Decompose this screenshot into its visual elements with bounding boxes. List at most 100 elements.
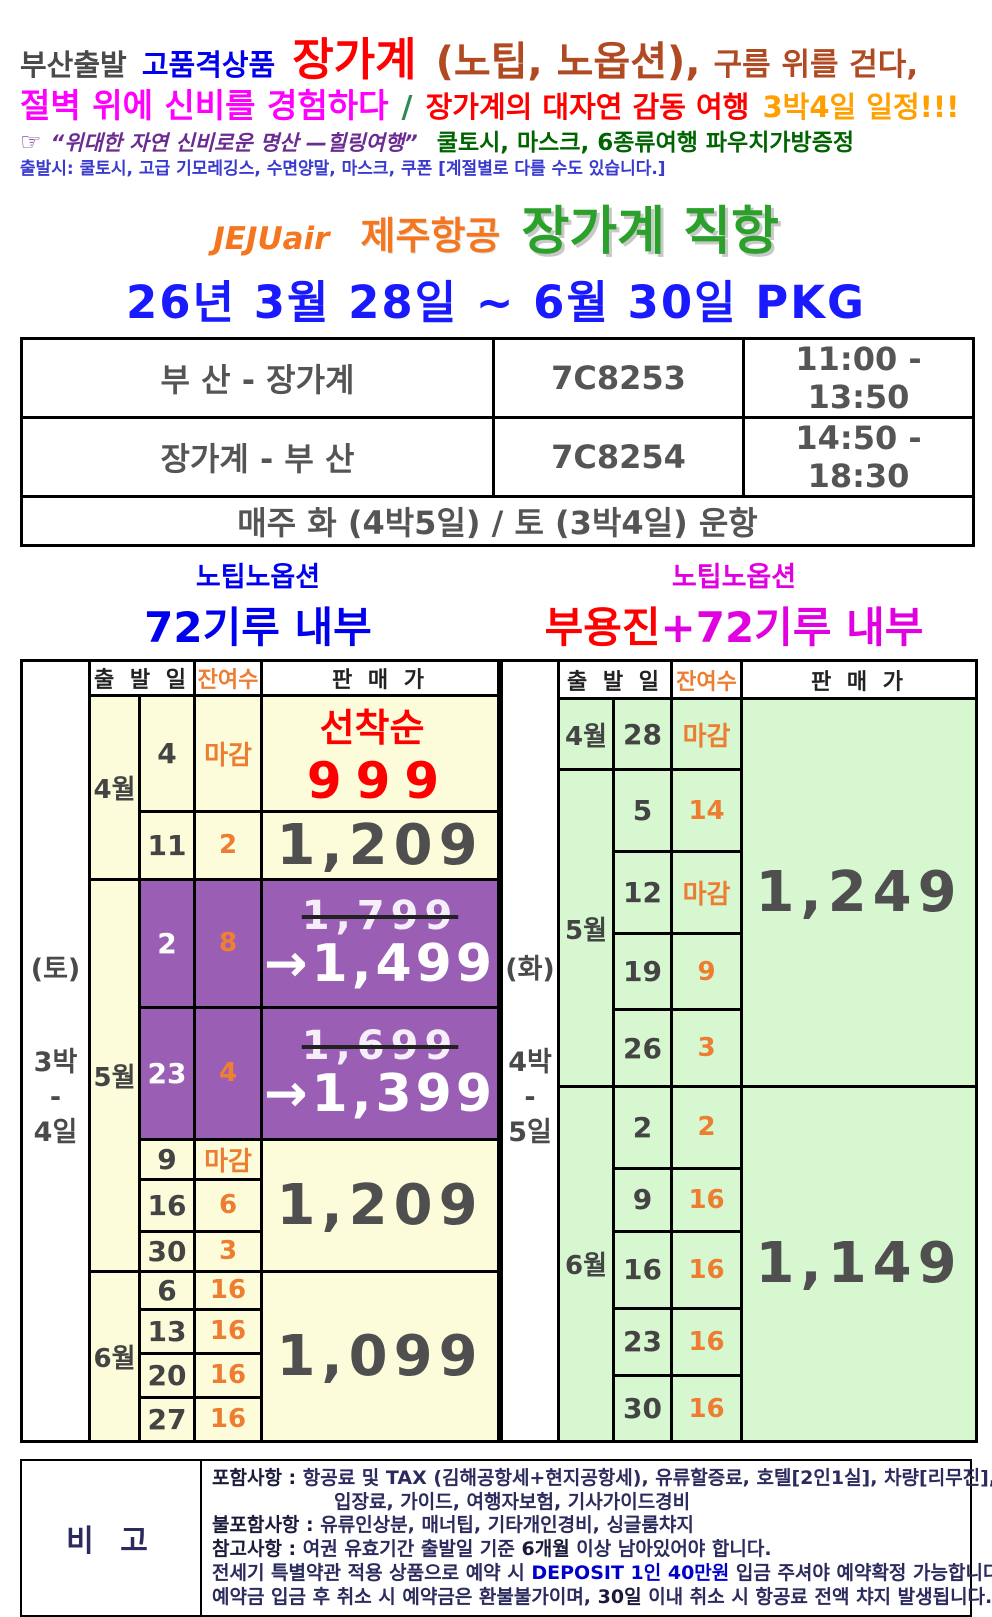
month-cell-june: 6월 bbox=[88, 1269, 141, 1443]
remaining-cell: 9 bbox=[670, 931, 744, 1012]
month-cell-april: 4월 bbox=[88, 693, 141, 881]
section-headers: 노팁노옵션 72기루 내부 노팁노옵션 부용진+72기루 내부 bbox=[20, 555, 972, 655]
note-refund-a: 예약금 입금 후 취소 시 예약금은 환불불가이며, bbox=[212, 1585, 598, 1608]
note-deposit-a: 전세기 특별약관 적용 상품으로 예약 시 bbox=[212, 1561, 532, 1584]
remaining-cell: 2 bbox=[670, 1084, 744, 1170]
banner-slogan-cloud: 구름 위를 걷다, bbox=[713, 47, 919, 83]
note-included-cont-text: 입장료, 가이드, 여행자보험, 기사가이드경비 bbox=[334, 1490, 691, 1513]
day-cell: 19 bbox=[612, 931, 674, 1012]
flight-route-outbound: 부 산 - 장가계 bbox=[20, 336, 495, 419]
table-row: 6월 2 2 1,149 bbox=[502, 1084, 979, 1443]
remaining-cell: 16 bbox=[193, 1307, 264, 1355]
table-row: 20 16 bbox=[22, 1351, 499, 1399]
table-row: 5월 5 14 bbox=[502, 768, 977, 1088]
remaining-cell: 마감 bbox=[193, 693, 264, 813]
table-row: 16 6 bbox=[22, 1177, 499, 1233]
old-price: 1,799 bbox=[301, 893, 459, 940]
note-included-cont: 입장료, 가이드, 여행자보험, 기사가이드경비 bbox=[212, 1491, 960, 1515]
right-section-title: 부용진+72기루 내부 bbox=[496, 594, 972, 655]
side-day-of-week: (토) bbox=[30, 953, 81, 985]
note-excluded-label: 불포함사항 : bbox=[212, 1514, 321, 1537]
note-deposit-amount: DEPOSIT 1인 40만원 bbox=[531, 1561, 730, 1584]
note-passport-c: 이상 남아있어야 합니다. bbox=[569, 1538, 772, 1561]
banner-line-2: 절벽 위에 신비를 경험하다 / 장가계의 대자연 감동 여행 3박4일 일정!… bbox=[20, 89, 972, 124]
table-header-row: (토) 3박 - 4일 출 발 일 잔여수 판 매 가 bbox=[20, 658, 501, 1443]
banner: 부산출발 고품격상품 장가계 (노팁, 노옵션), 구름 위를 걷다, 절벽 위… bbox=[20, 36, 972, 179]
price-cell-june-group: 1,099 bbox=[260, 1269, 501, 1443]
table-row: 장가계 - 부 산 7C8254 14:50 - 18:30 bbox=[20, 415, 975, 498]
remaining-cell: 16 bbox=[193, 1269, 264, 1311]
table-row: 13 16 bbox=[22, 1307, 499, 1355]
col-header-remaining: 잔여수 bbox=[670, 658, 744, 701]
remaining-cell: 16 bbox=[193, 1395, 264, 1443]
table-row: 부 산 - 장가계 7C8253 11:00 - 13:50 bbox=[20, 336, 975, 419]
month-cell-april: 4월 bbox=[557, 697, 616, 772]
table-row: 4월 28 마감 1,249 bbox=[502, 697, 979, 1088]
new-price: →1,499 bbox=[263, 934, 497, 995]
day-cell: 23 bbox=[612, 1306, 674, 1378]
side-dash: - bbox=[524, 1081, 536, 1113]
remaining-cell: 14 bbox=[670, 768, 744, 854]
note-passport-label: 참고사항 : bbox=[212, 1538, 303, 1561]
day-cell: 5 bbox=[612, 768, 674, 854]
new-price: →1,399 bbox=[263, 1064, 497, 1125]
day-cell: 16 bbox=[137, 1177, 197, 1233]
note-included-label: 포함사항 : bbox=[212, 1466, 303, 1489]
note-excluded-text: 유류인상분, 매너팁, 기타개인경비, 싱글룸챠지 bbox=[320, 1514, 694, 1537]
direct-flight-title: 장가계 직항 bbox=[521, 201, 779, 262]
day-cell: 23 bbox=[137, 1005, 197, 1141]
old-price: 1,699 bbox=[301, 1023, 459, 1070]
tuesday-price-table: (화) 4박 - 5일 출 발 일 잔여수 판 매 가 4월 28 마감 1,2… bbox=[500, 658, 979, 1443]
day-cell: 28 bbox=[612, 697, 674, 772]
day-cell: 9 bbox=[137, 1137, 197, 1181]
price-cell-group-2: 1,149 bbox=[740, 1084, 979, 1443]
table-header-row: (화) 4박 - 5일 출 발 일 잔여수 판 매 가 bbox=[500, 658, 979, 1443]
banner-line-4: 출발시: 쿨토시, 고급 기모레깅스, 수면양말, 마스크, 쿠폰 [계절별로 … bbox=[20, 160, 972, 179]
side-dash: - bbox=[49, 1081, 62, 1113]
remarks-label: 비 고 bbox=[20, 1458, 202, 1617]
banner-schedule-label: 3박4일 일정!!! bbox=[762, 90, 960, 125]
price-cell-discounted: 1,799 →1,499 bbox=[260, 877, 501, 1009]
price-cell-first-come: 선착순999 bbox=[260, 693, 501, 813]
table-row: 9 16 bbox=[502, 1166, 977, 1234]
saturday-side-label: (토) 3박 - 4일 bbox=[20, 658, 91, 1443]
banner-no-tip-option: (노팁, 노옵션), bbox=[435, 39, 701, 85]
side-days: 4일 bbox=[33, 1117, 78, 1149]
note-refund: 예약금 입금 후 취소 시 예약금은 환불불가이며, 30일 이내 취소 시 항… bbox=[212, 1585, 992, 1610]
table-row: 30 3 bbox=[22, 1229, 499, 1273]
table-row: 11 2 1,209 bbox=[22, 809, 501, 881]
side-nights: 3박 bbox=[33, 1046, 78, 1078]
remaining-cell: 마감 bbox=[670, 697, 744, 772]
banner-depart-city: 부산출발 bbox=[20, 48, 127, 82]
flight-frequency-note: 매주 화 (4박5일) / 토 (3박4일) 운항 bbox=[20, 494, 975, 547]
table-row: 9 마감 1,209 bbox=[22, 1137, 501, 1273]
left-section-subtitle: 노팁노옵션 bbox=[195, 561, 321, 593]
left-section-title: 72기루 내부 bbox=[144, 602, 372, 652]
remaining-cell: 3 bbox=[670, 1008, 744, 1088]
tuesday-side-label: (화) 4박 - 5일 bbox=[500, 658, 561, 1443]
note-passport-a: 여권 유효기간 출발일 기준 bbox=[302, 1538, 522, 1561]
note-excluded: 불포함사항 : 유류인상분, 매너팁, 기타개인경비, 싱글룸챠지 bbox=[212, 1514, 960, 1538]
note-deposit-c: 입금 주셔야 예약확정 가능합니다. bbox=[729, 1561, 992, 1584]
remaining-cell: 마감 bbox=[193, 1137, 264, 1181]
day-cell: 30 bbox=[612, 1374, 674, 1443]
day-cell: 2 bbox=[137, 877, 197, 1009]
month-cell-may: 5월 bbox=[88, 877, 141, 1273]
table-row: 23 16 bbox=[502, 1306, 977, 1378]
banner-gift-items: 쿨토시, 마스크, 6종류여행 파우치가방증정 bbox=[436, 129, 855, 156]
col-header-departure: 출 발 일 bbox=[557, 658, 674, 701]
saturday-price-table: (토) 3박 - 4일 출 발 일 잔여수 판 매 가 4월 4 마감 선착순9… bbox=[20, 658, 501, 1443]
day-cell: 16 bbox=[612, 1230, 674, 1310]
note-included: 포함사항 : 항공료 및 TAX (김해공항세+현지공항세), 유류할증료, 호… bbox=[212, 1466, 992, 1491]
flight-time-inbound: 14:50 - 18:30 bbox=[742, 415, 975, 498]
jejuair-logo: JEJUair bbox=[213, 220, 330, 257]
month-cell-may: 5월 bbox=[557, 768, 616, 1088]
flight-schedule-table: 부 산 - 장가계 7C8253 11:00 - 13:50 장가계 - 부 산… bbox=[20, 336, 975, 547]
day-cell: 4 bbox=[137, 693, 197, 813]
note-included-text: 항공료 및 TAX (김해공항세+현지공항세), 유류할증료, 호텔[2인1실]… bbox=[302, 1466, 992, 1489]
banner-destination: 장가계 bbox=[292, 33, 417, 86]
price-cell-group-1: 1,249 bbox=[740, 697, 979, 1088]
side-day-of-week: (화) bbox=[505, 953, 555, 985]
remarks-body: 포함사항 : 항공료 및 TAX (김해공항세+현지공항세), 유류할증료, 호… bbox=[200, 1458, 992, 1617]
right-section-title-72: +72기루 내부 bbox=[660, 602, 924, 652]
